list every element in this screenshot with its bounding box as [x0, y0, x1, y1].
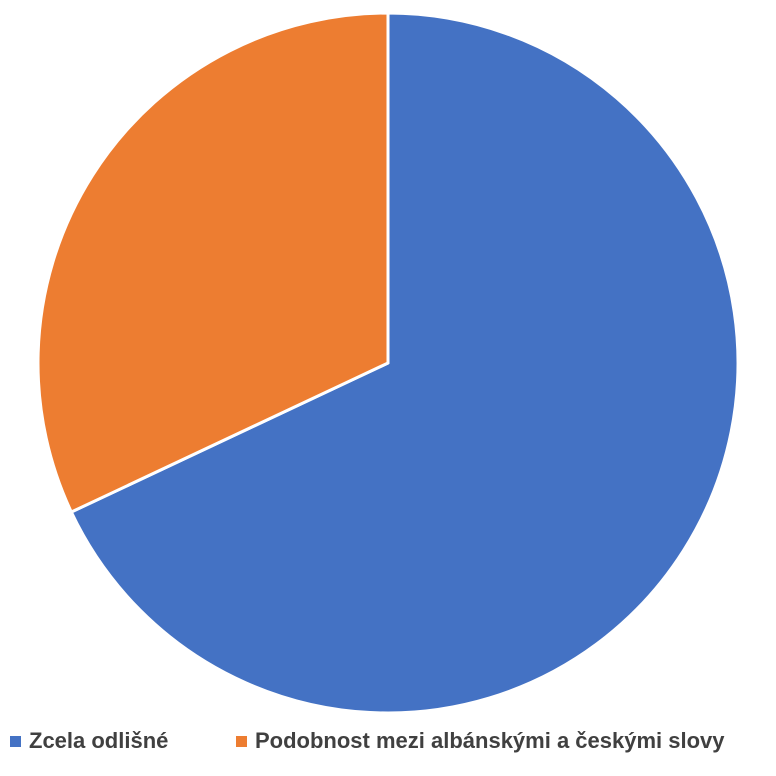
legend-label-podobnost: Podobnost mezi albánskými a českými slov…: [255, 728, 725, 753]
legend: Zcela odlišné Podobnost mezi albánskými …: [0, 722, 776, 768]
legend-label-zcela-odlisne: Zcela odlišné: [29, 728, 169, 753]
legend-swatch-zcela-odlisne: [10, 735, 21, 747]
pie-slice-1: [36, 11, 390, 514]
legend-swatch-podobnost: [236, 735, 247, 747]
pie-plot-area: [36, 11, 740, 715]
legend-item-zcela-odlisne: Zcela odlišné: [10, 728, 168, 754]
pie-slice-0: [69, 11, 740, 715]
legend-item-podobnost: Podobnost mezi albánskými a českými slov…: [236, 728, 725, 754]
